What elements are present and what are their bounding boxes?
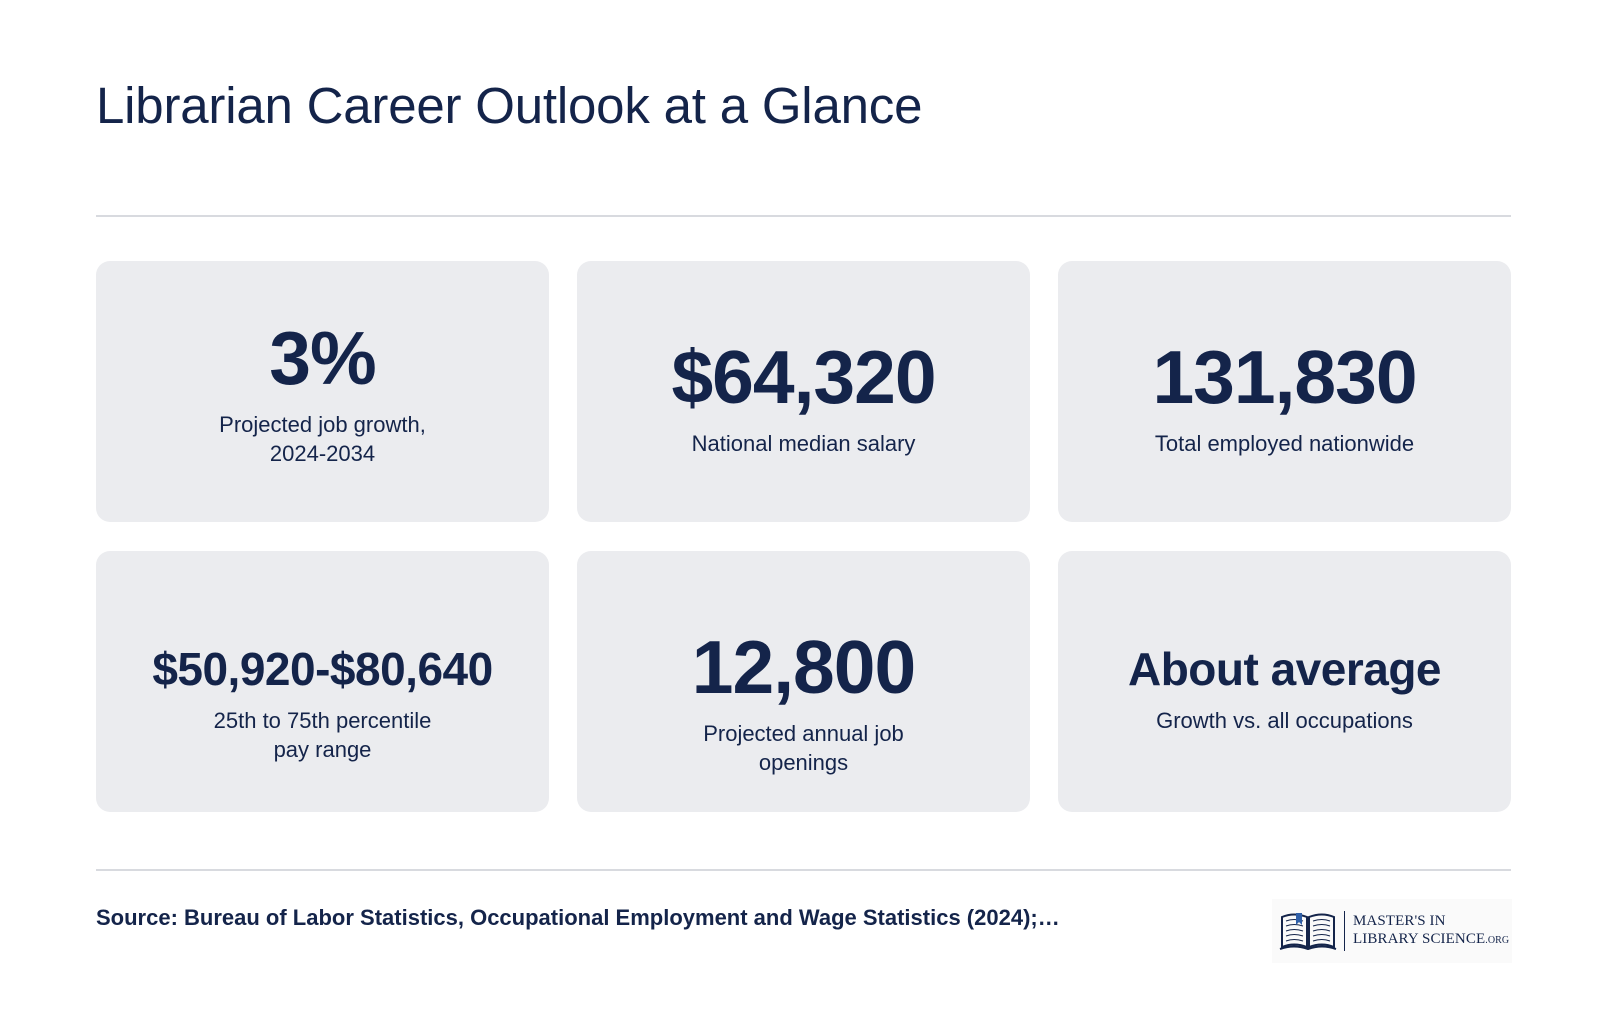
stat-label: Projected annual job openings (703, 721, 904, 775)
logo-line-1: MASTER'S IN (1353, 913, 1446, 929)
page-title: Librarian Career Outlook at a Glance (96, 77, 923, 134)
stat-card-growth-comparison: About average Growth vs. all occupations (1058, 551, 1511, 812)
stat-value: 131,830 (1152, 335, 1417, 419)
stat-label: 25th to 75th percentile pay range (213, 708, 432, 762)
logo-divider (1344, 911, 1345, 951)
stat-label: National median salary (691, 431, 916, 456)
stat-value: 12,800 (691, 625, 916, 709)
stat-card-pay-range: $50,920-$80,640 25th to 75th percentile … (96, 551, 549, 812)
stat-label: Total employed nationwide (1154, 431, 1415, 456)
stat-value: $64,320 (671, 335, 936, 419)
stat-value: About average (1127, 643, 1442, 695)
open-book-icon (1279, 913, 1337, 951)
stat-label: Growth vs. all occupations (1156, 708, 1413, 733)
stat-value: $50,920-$80,640 (152, 643, 493, 695)
stat-card-job-growth: 3% Projected job growth, 2024-2034 (96, 261, 549, 522)
logo-wordmark: MASTER'S IN LIBRARY SCIENCE.ORG (1353, 912, 1509, 950)
source-citation: Source: Bureau of Labor Statistics, Occu… (96, 905, 1060, 930)
stat-value: 3% (269, 316, 376, 400)
bottom-divider (96, 869, 1511, 871)
stat-card-total-employed: 131,830 Total employed nationwide (1058, 261, 1511, 522)
site-logo[interactable]: MASTER'S IN LIBRARY SCIENCE.ORG (1272, 899, 1512, 963)
stat-card-median-salary: $64,320 National median salary (577, 261, 1030, 522)
stat-card-annual-openings: 12,800 Projected annual job openings (577, 551, 1030, 812)
stat-label: Projected job growth, 2024-2034 (219, 412, 426, 466)
stats-grid: 3% Projected job growth, 2024-2034 $64,3… (96, 261, 1511, 812)
top-divider (96, 215, 1511, 217)
logo-line-2: LIBRARY SCIENCE.ORG (1353, 931, 1510, 947)
